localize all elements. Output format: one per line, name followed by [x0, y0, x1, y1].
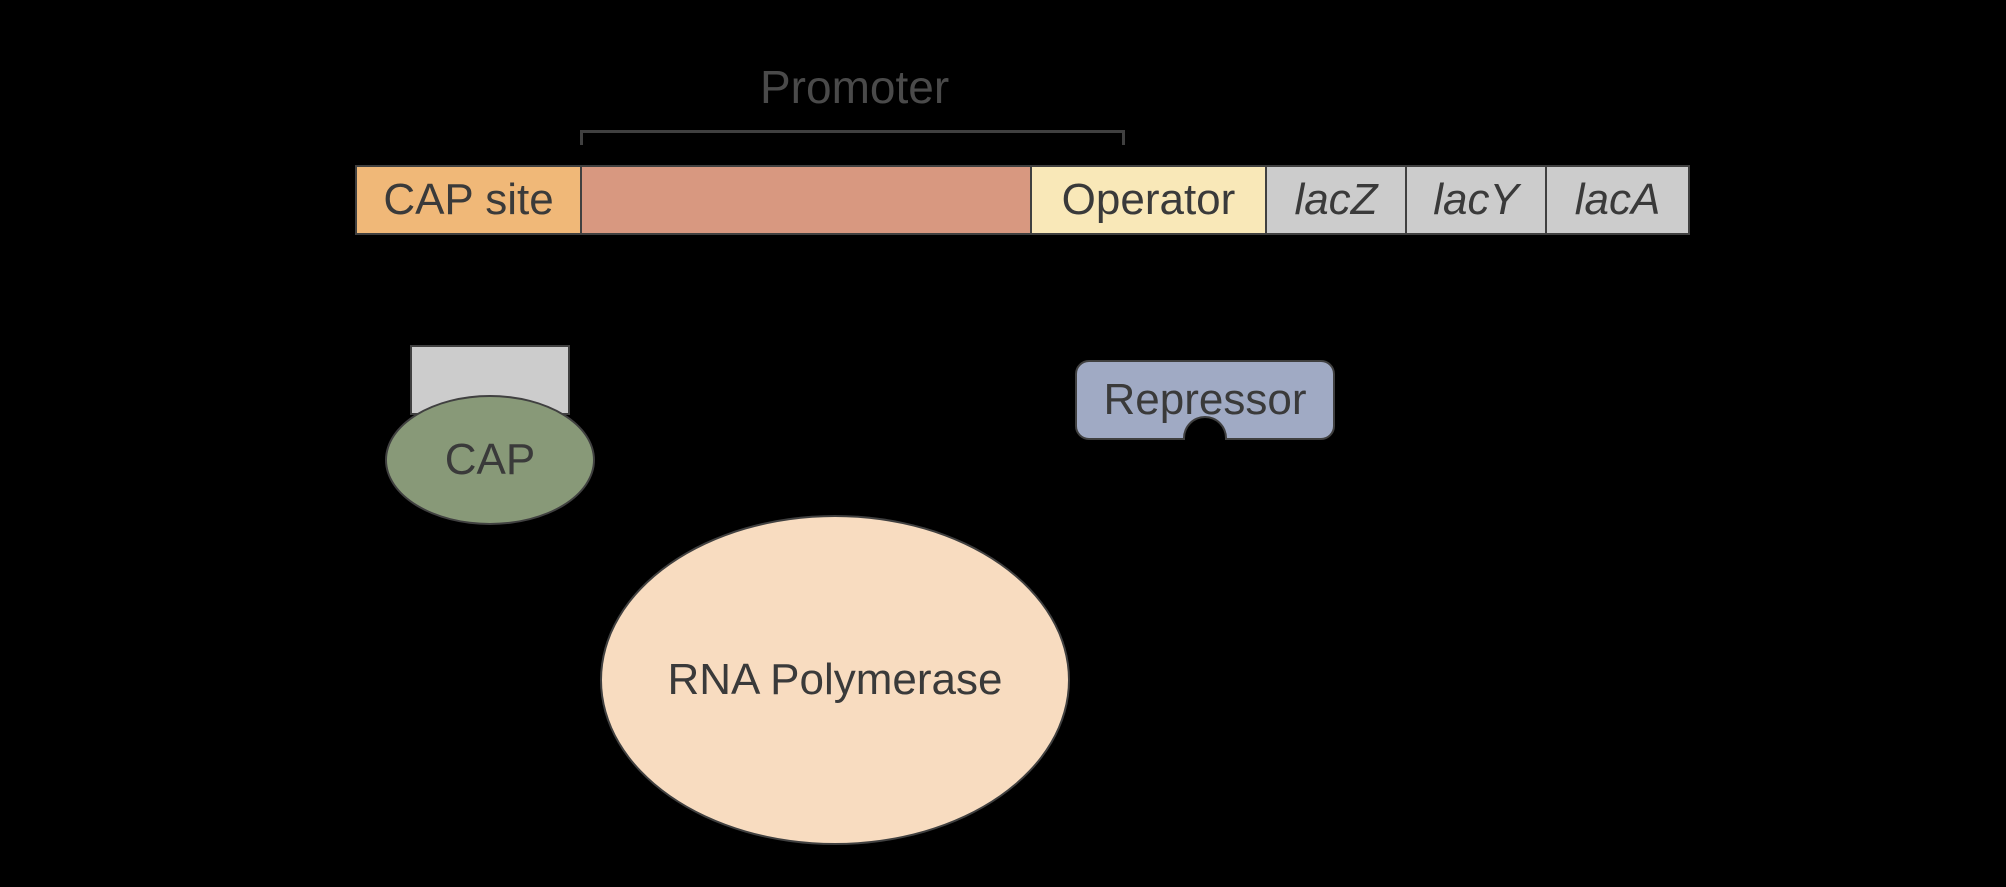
lacA-segment: lacA	[1545, 165, 1690, 235]
cap-site-segment: CAP site	[355, 165, 580, 235]
rna-polymerase: RNA Polymerase	[600, 515, 1070, 845]
operator-segment: Operator	[1030, 165, 1265, 235]
promoter-bracket	[580, 130, 1125, 145]
cap-protein-group: CAP	[385, 345, 595, 525]
lacY-segment: lacY	[1405, 165, 1545, 235]
repressor-protein: Repressor	[1075, 360, 1335, 440]
promoter-label: Promoter	[760, 60, 949, 114]
cap-protein: CAP	[385, 395, 595, 525]
lacZ-segment: lacZ	[1265, 165, 1405, 235]
operon-row: CAP site Operator lacZ lacY lacA	[355, 165, 1690, 235]
promoter-segment	[580, 165, 1030, 235]
